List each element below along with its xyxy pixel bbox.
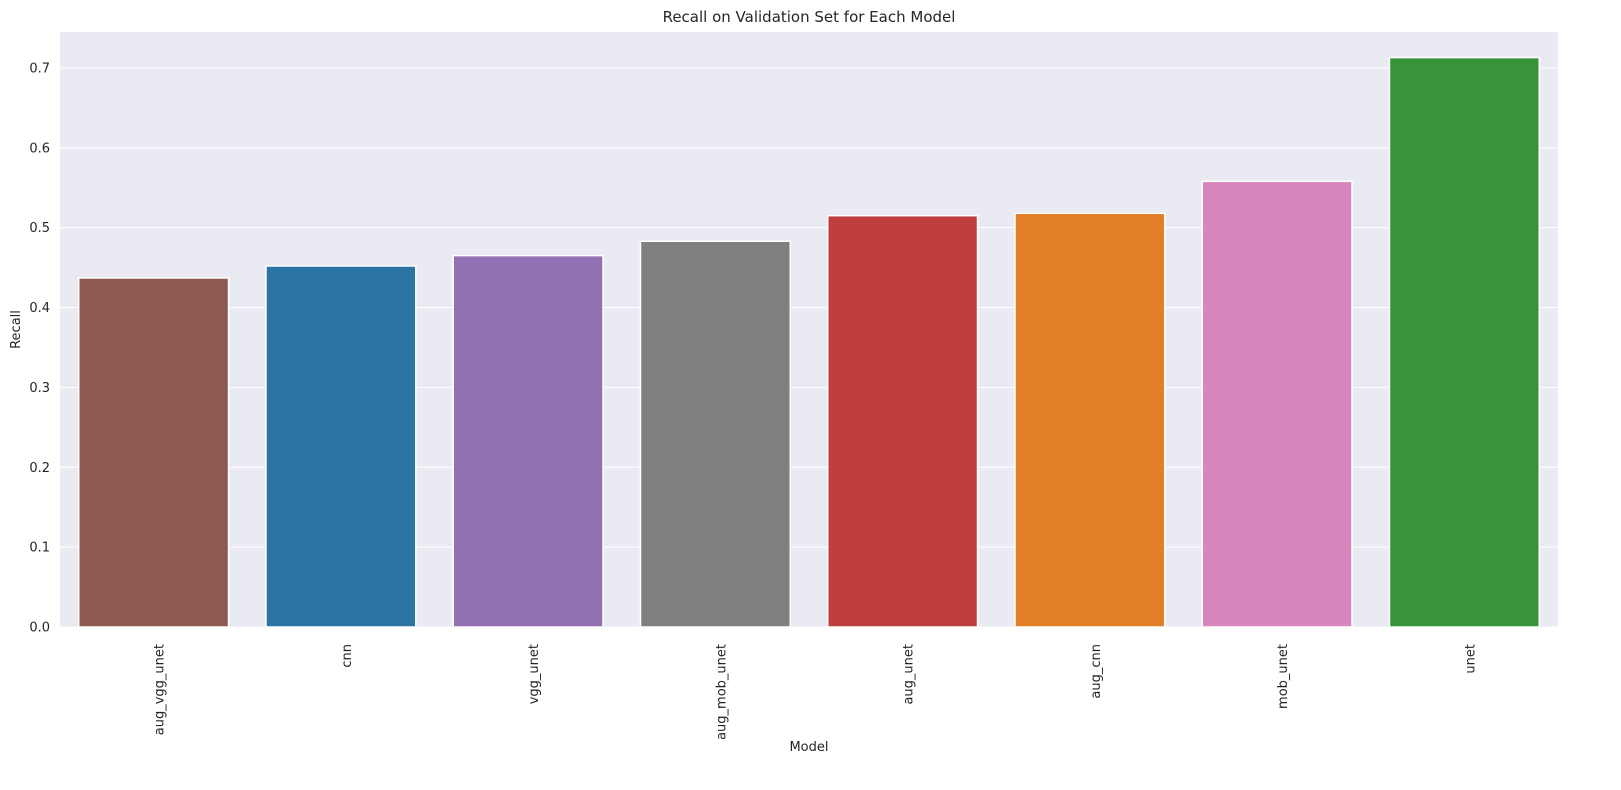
- x-tick-label: aug_mob_unet: [714, 644, 729, 740]
- y-tick-label: 0.0: [29, 621, 50, 636]
- x-axis-label: Model: [789, 740, 828, 755]
- y-tick-label: 0.3: [29, 381, 50, 396]
- bar-mob-unet: [1201, 180, 1353, 628]
- bar-aug-unet: [826, 214, 979, 628]
- y-tick-label: 0.6: [29, 141, 50, 156]
- bar-cnn: [265, 265, 417, 628]
- y-tick-label: 0.1: [29, 541, 50, 556]
- bar-vgg-unet: [452, 254, 604, 628]
- x-tick-label: mob_unet: [1276, 644, 1291, 709]
- y-tick-labels: 0.0 0.1 0.2 0.3 0.4 0.5 0.6 0.7: [29, 61, 50, 635]
- bar-aug-mob-unet: [639, 240, 792, 628]
- bars: [77, 56, 1541, 628]
- x-tick-label: cnn: [340, 644, 355, 668]
- y-tick-label: 0.4: [29, 301, 50, 316]
- bar-unet: [1388, 56, 1541, 628]
- x-tick-label: vgg_unet: [527, 644, 542, 704]
- x-tick-label: aug_cnn: [1089, 644, 1104, 699]
- x-tick-label: unet: [1463, 644, 1478, 674]
- x-tick-label: aug_vgg_unet: [153, 644, 168, 735]
- chart-title: Recall on Validation Set for Each Model: [663, 8, 956, 26]
- y-tick-label: 0.7: [29, 61, 50, 76]
- x-tick-label: aug_unet: [902, 644, 917, 705]
- y-tick-label: 0.2: [29, 461, 50, 476]
- bar-aug-cnn: [1014, 212, 1166, 628]
- y-axis-label: Recall: [9, 310, 24, 349]
- bar-aug-vgg-unet: [77, 277, 230, 628]
- y-tick-label: 0.5: [29, 221, 50, 236]
- x-tick-labels: aug_vgg_unet cnn vgg_unet aug_mob_unet aug_u…: [153, 644, 1479, 740]
